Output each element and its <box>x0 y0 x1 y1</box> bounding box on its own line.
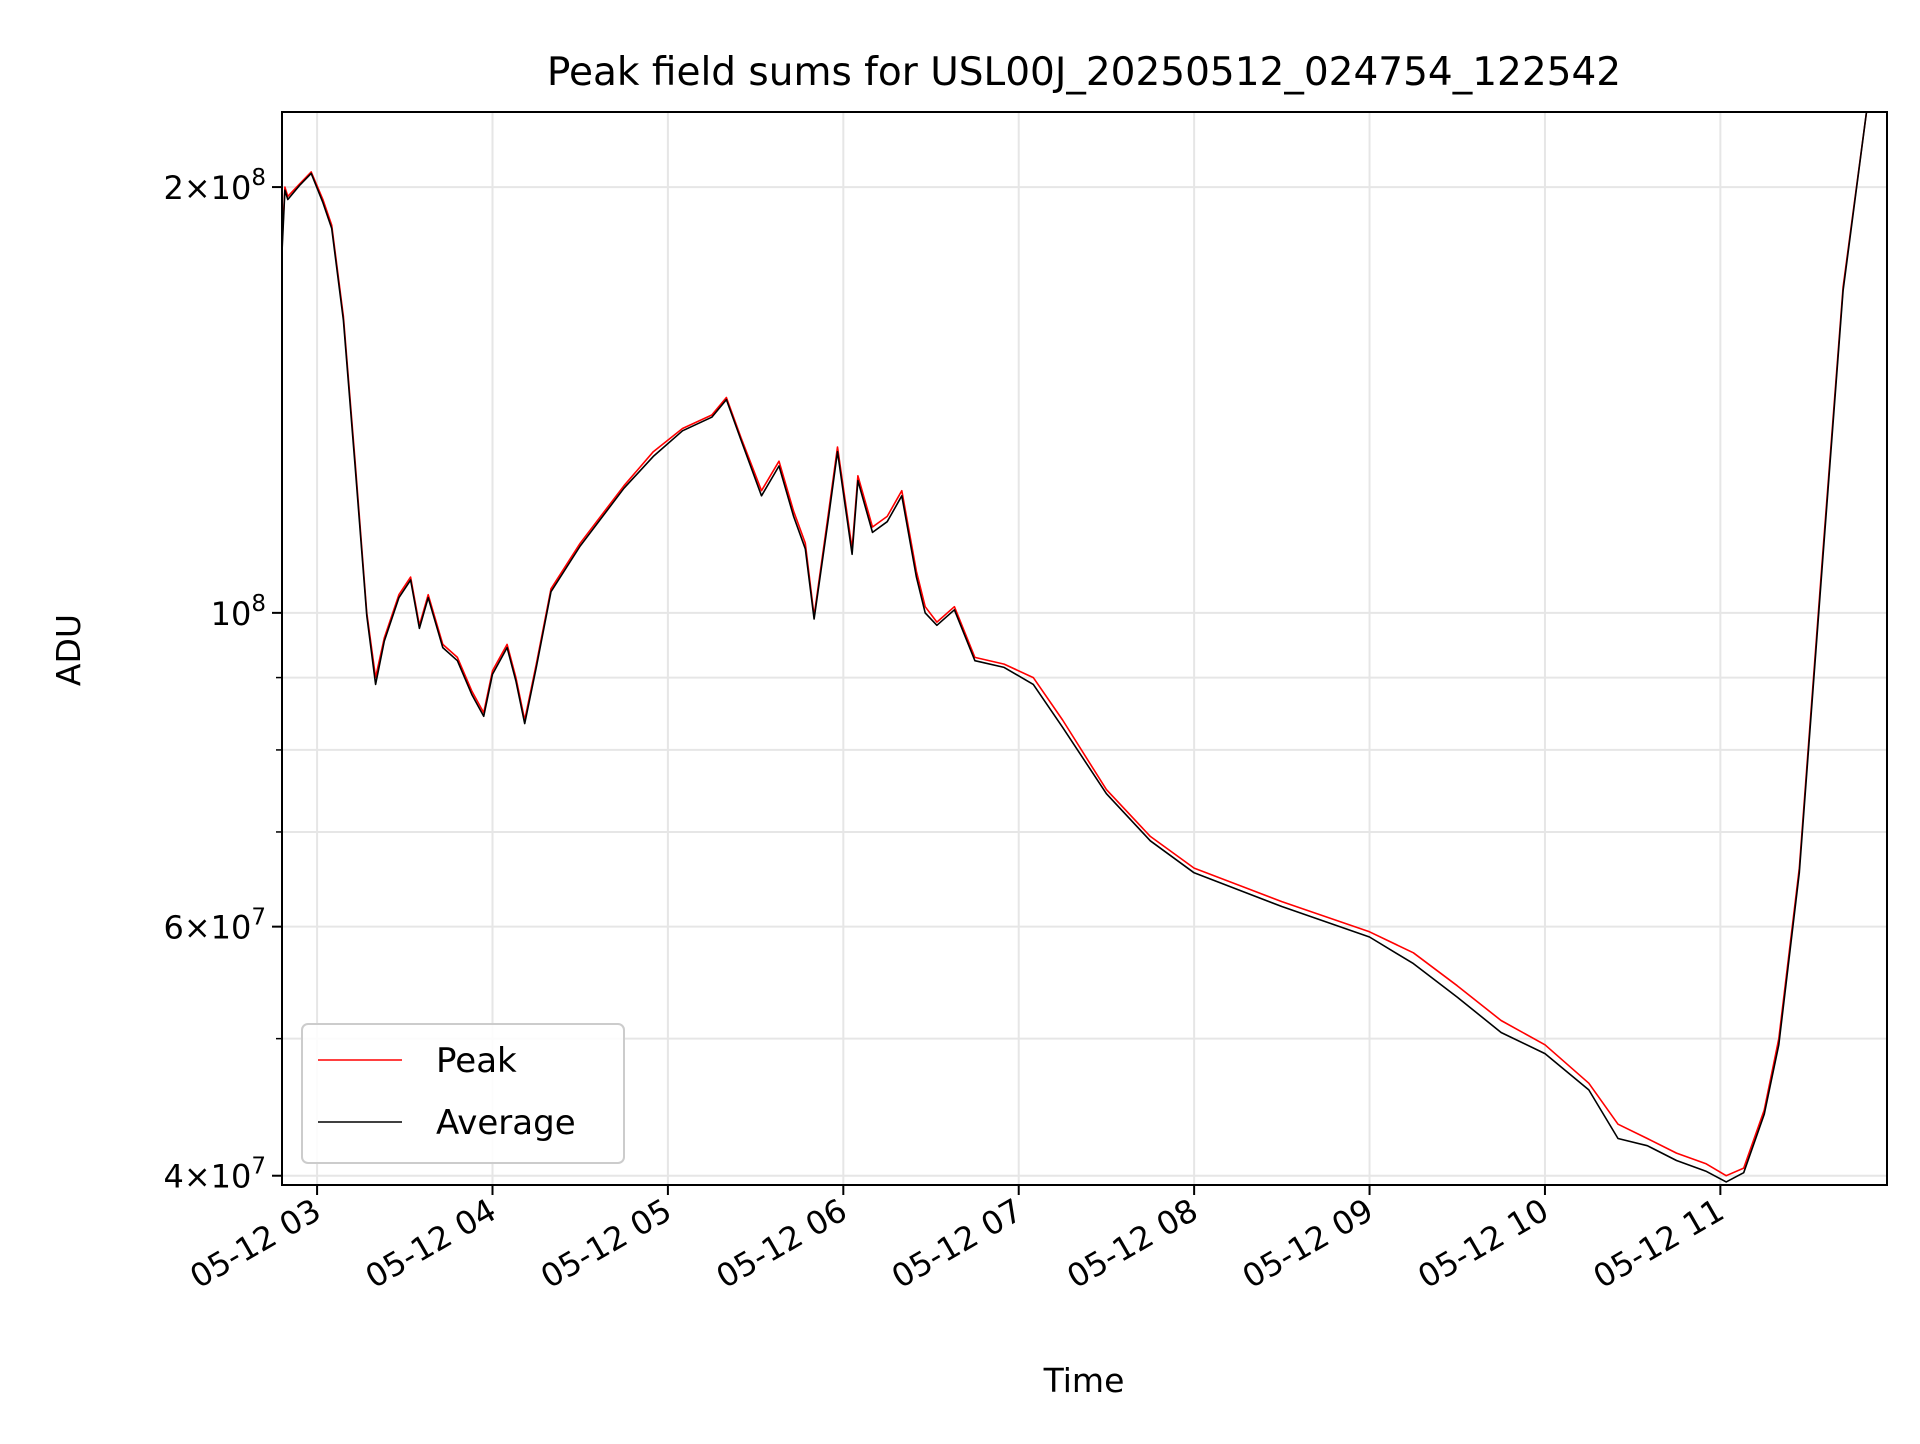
legend-label-average: Average <box>436 1103 576 1143</box>
y-axis-label: ADU <box>49 614 88 686</box>
y-tick-label: 108 <box>211 591 266 633</box>
y-tick-label: 2×108 <box>163 165 266 207</box>
legend-box <box>301 1023 625 1164</box>
y-tick-label: 6×107 <box>163 905 266 947</box>
y-tick-label: 4×107 <box>163 1154 266 1196</box>
x-axis-label: Time <box>1043 1361 1125 1400</box>
series-line-average <box>282 112 1887 1183</box>
plot-area-frame <box>281 111 1888 1186</box>
chart-title: Peak field sums for USL00J_20250512_0247… <box>547 50 1621 95</box>
legend-label-peak: Peak <box>436 1041 517 1081</box>
gridlines <box>282 112 1887 1185</box>
legend: Peak Average <box>301 1023 625 1164</box>
series-lines <box>282 112 1887 1183</box>
